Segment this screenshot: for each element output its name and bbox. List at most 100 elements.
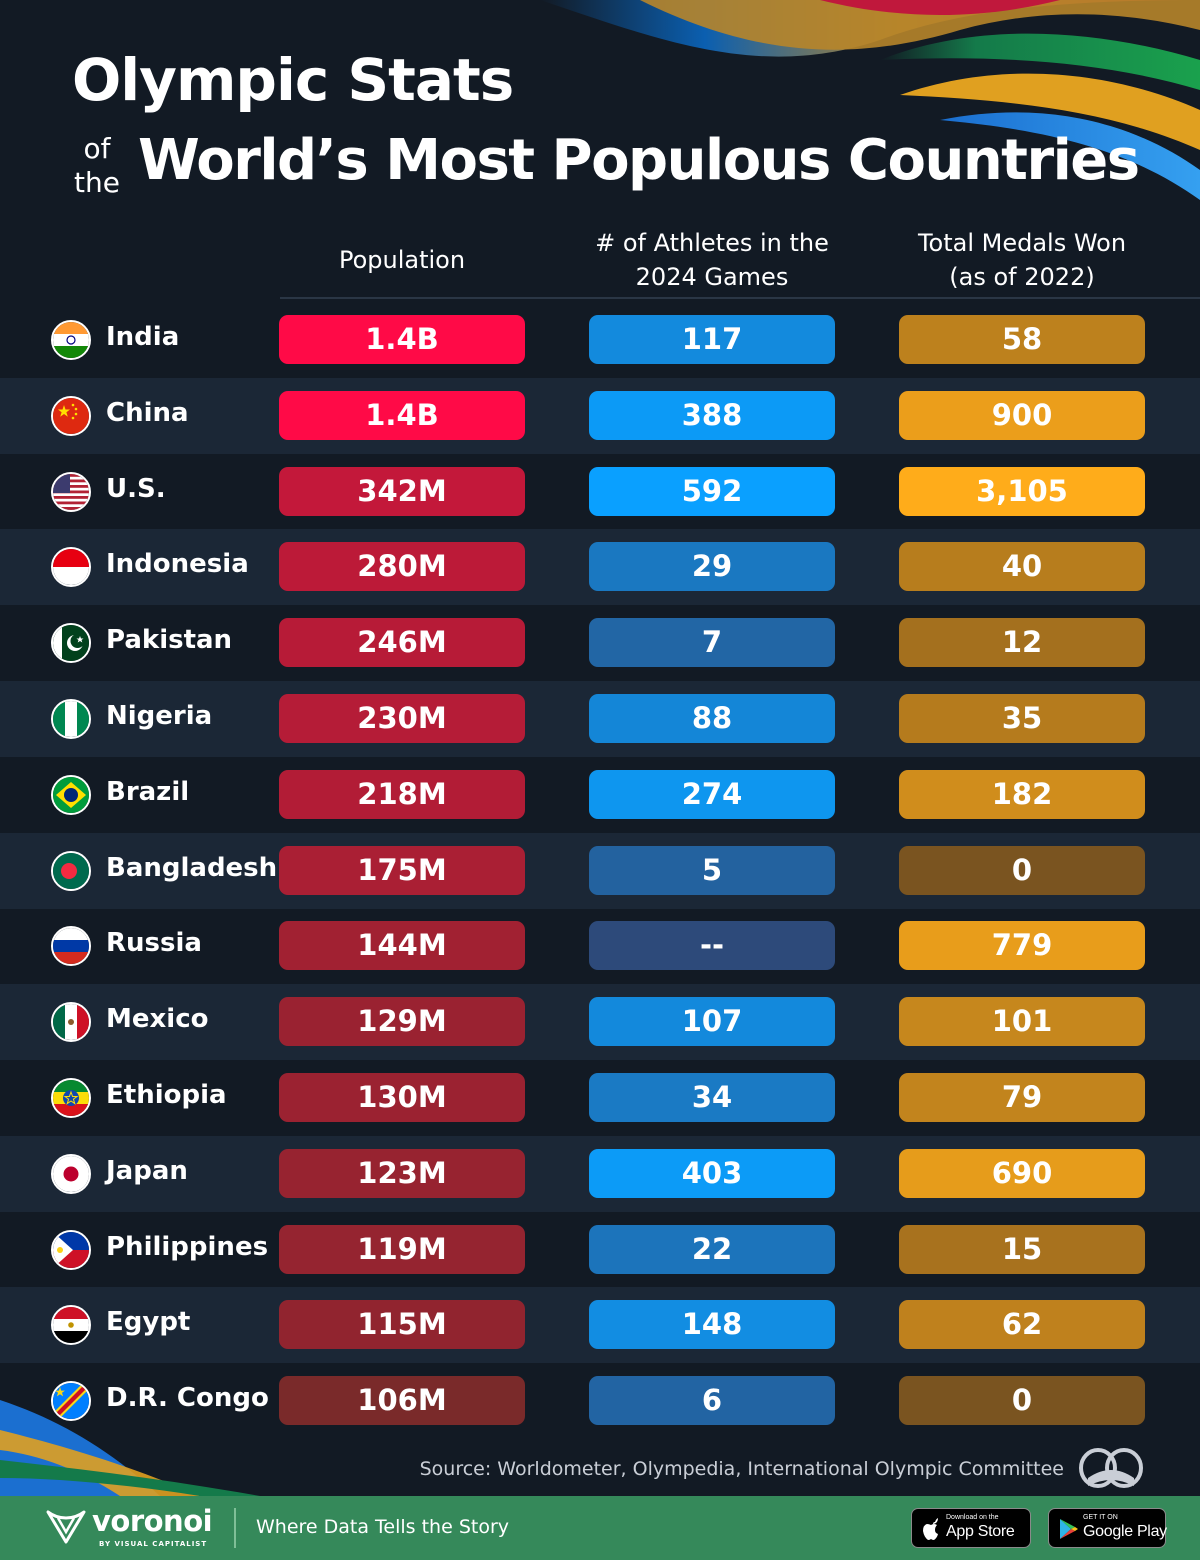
header-medals: Total Medals Won (as of 2022)	[872, 226, 1172, 294]
medals-value: 182	[899, 769, 1145, 819]
app-store-label: App Store	[946, 1523, 1015, 1540]
philippines-flag-icon	[51, 1229, 91, 1270]
athletes-value: 7	[589, 618, 835, 668]
population-value: 175M	[279, 845, 525, 895]
google-play-icon	[1060, 1519, 1078, 1539]
russia-flag-icon	[51, 926, 91, 967]
medals-value: 690	[899, 1148, 1145, 1198]
athletes-value: 22	[589, 1224, 835, 1274]
egypt-flag-icon	[51, 1305, 91, 1346]
athletes-value: 88	[589, 694, 835, 743]
tagline: Where Data Tells the Story	[256, 1516, 510, 1538]
medals-value: 15	[899, 1224, 1145, 1274]
table-row: Mexico 129M 107 101	[0, 984, 1200, 1061]
population-value: 119M	[279, 1224, 525, 1274]
athletes-value: 592	[589, 466, 835, 516]
population-value: 342M	[279, 466, 525, 516]
visual-capitalist-icon	[1079, 1448, 1143, 1488]
country-name: Philippines	[106, 1231, 269, 1262]
medals-value: 40	[899, 542, 1145, 592]
medals-value: 0	[899, 845, 1145, 895]
japan-flag-icon	[51, 1153, 91, 1194]
table-row: Ethiopia 130M 34 79	[0, 1060, 1200, 1136]
medals-value: 58	[899, 315, 1145, 364]
population-value: 1.4B	[279, 390, 525, 440]
table-row: Nigeria 230M 88 35	[0, 681, 1200, 757]
country-name: D.R. Congo	[106, 1383, 269, 1414]
google-play-small-label: GET IT ON	[1083, 1514, 1118, 1521]
country-name: China	[106, 397, 189, 428]
country-name: Mexico	[106, 1004, 209, 1035]
pakistan-flag-icon	[51, 623, 91, 664]
google-play-button[interactable]: GET IT ON Google Play	[1048, 1508, 1167, 1548]
population-value: 106M	[279, 1376, 525, 1426]
title-of-the: of the	[74, 132, 120, 200]
population-value: 230M	[279, 694, 525, 743]
table-row: Bangladesh 175M 5 0	[0, 832, 1200, 909]
athletes-value: 117	[589, 315, 835, 364]
table-row: Philippines 119M 22 15	[0, 1212, 1200, 1288]
medals-value: 79	[899, 1073, 1145, 1122]
title-the: the	[74, 166, 120, 199]
header-medals-line-1: Total Medals Won	[917, 229, 1127, 257]
china-flag-icon	[51, 395, 91, 436]
population-value: 130M	[279, 1073, 525, 1122]
voronoi-logo-icon[interactable]	[46, 1508, 86, 1544]
country-name: Japan	[106, 1155, 188, 1186]
athletes-value: --	[589, 921, 835, 971]
country-name: Indonesia	[106, 549, 249, 580]
title-of: of	[83, 132, 111, 165]
country-name: Ethiopia	[106, 1080, 227, 1110]
table-row: U.S. 342M 592 3,105	[0, 454, 1200, 530]
apple-icon	[923, 1518, 938, 1540]
header-medals-line-2: (as of 2022)	[949, 263, 1095, 291]
app-store-small-label: Download on the	[946, 1514, 999, 1521]
country-name: Brazil	[106, 776, 190, 807]
population-value: 280M	[279, 542, 525, 592]
athletes-value: 6	[589, 1376, 835, 1426]
medals-value: 101	[899, 997, 1145, 1047]
table-row: Russia 144M -- 779	[0, 908, 1200, 984]
bangladesh-flag-icon	[51, 850, 91, 891]
country-name: India	[106, 322, 180, 352]
country-name: Russia	[106, 928, 202, 959]
athletes-value: 403	[589, 1148, 835, 1198]
ethiopia-flag-icon	[51, 1078, 91, 1118]
medals-value: 62	[899, 1300, 1145, 1350]
table-row: Egypt 115M 148 62	[0, 1287, 1200, 1364]
table-row: Brazil 218M 274 182	[0, 757, 1200, 833]
country-name: Pakistan	[106, 625, 233, 656]
country-name: U.S.	[106, 473, 166, 504]
source-note: Source: Worldometer, Olympedia, Internat…	[419, 1458, 1064, 1480]
app-store-button[interactable]: Download on the App Store	[911, 1508, 1031, 1548]
table-row: China 1.4B 388 900	[0, 377, 1200, 454]
footer-bar: voronoi BY VISUAL CAPITALIST Where Data …	[0, 1496, 1200, 1560]
dr-congo-flag-icon	[51, 1381, 91, 1422]
table-row: D.R. Congo 106M 6 0	[0, 1363, 1200, 1439]
header-athletes-line-1: # of Athletes in the	[595, 229, 829, 257]
medals-value: 3,105	[899, 466, 1145, 516]
population-value: 129M	[279, 997, 525, 1047]
athletes-value: 29	[589, 542, 835, 592]
header-athletes-line-2: 2024 Games	[635, 263, 789, 291]
google-play-label: Google Play	[1083, 1523, 1167, 1540]
title-line-1: Olympic Stats	[72, 46, 514, 114]
nigeria-flag-icon	[51, 699, 91, 739]
athletes-value: 5	[589, 845, 835, 895]
athletes-value: 148	[589, 1300, 835, 1350]
athletes-value: 107	[589, 997, 835, 1047]
population-value: 123M	[279, 1148, 525, 1198]
athletes-value: 274	[589, 769, 835, 819]
brazil-flag-icon	[51, 774, 91, 815]
population-value: 115M	[279, 1300, 525, 1350]
table-row: Indonesia 280M 29 40	[0, 529, 1200, 606]
table-row: Japan 123M 403 690	[0, 1135, 1200, 1212]
population-value: 218M	[279, 769, 525, 819]
medals-value: 12	[899, 618, 1145, 668]
india-flag-icon	[51, 320, 91, 360]
country-name: Nigeria	[106, 701, 213, 731]
brand-name[interactable]: voronoi	[92, 1504, 213, 1538]
header-divider	[280, 297, 1200, 299]
table-row: India 1.4B 117 58	[0, 302, 1200, 378]
population-value: 1.4B	[279, 315, 525, 364]
